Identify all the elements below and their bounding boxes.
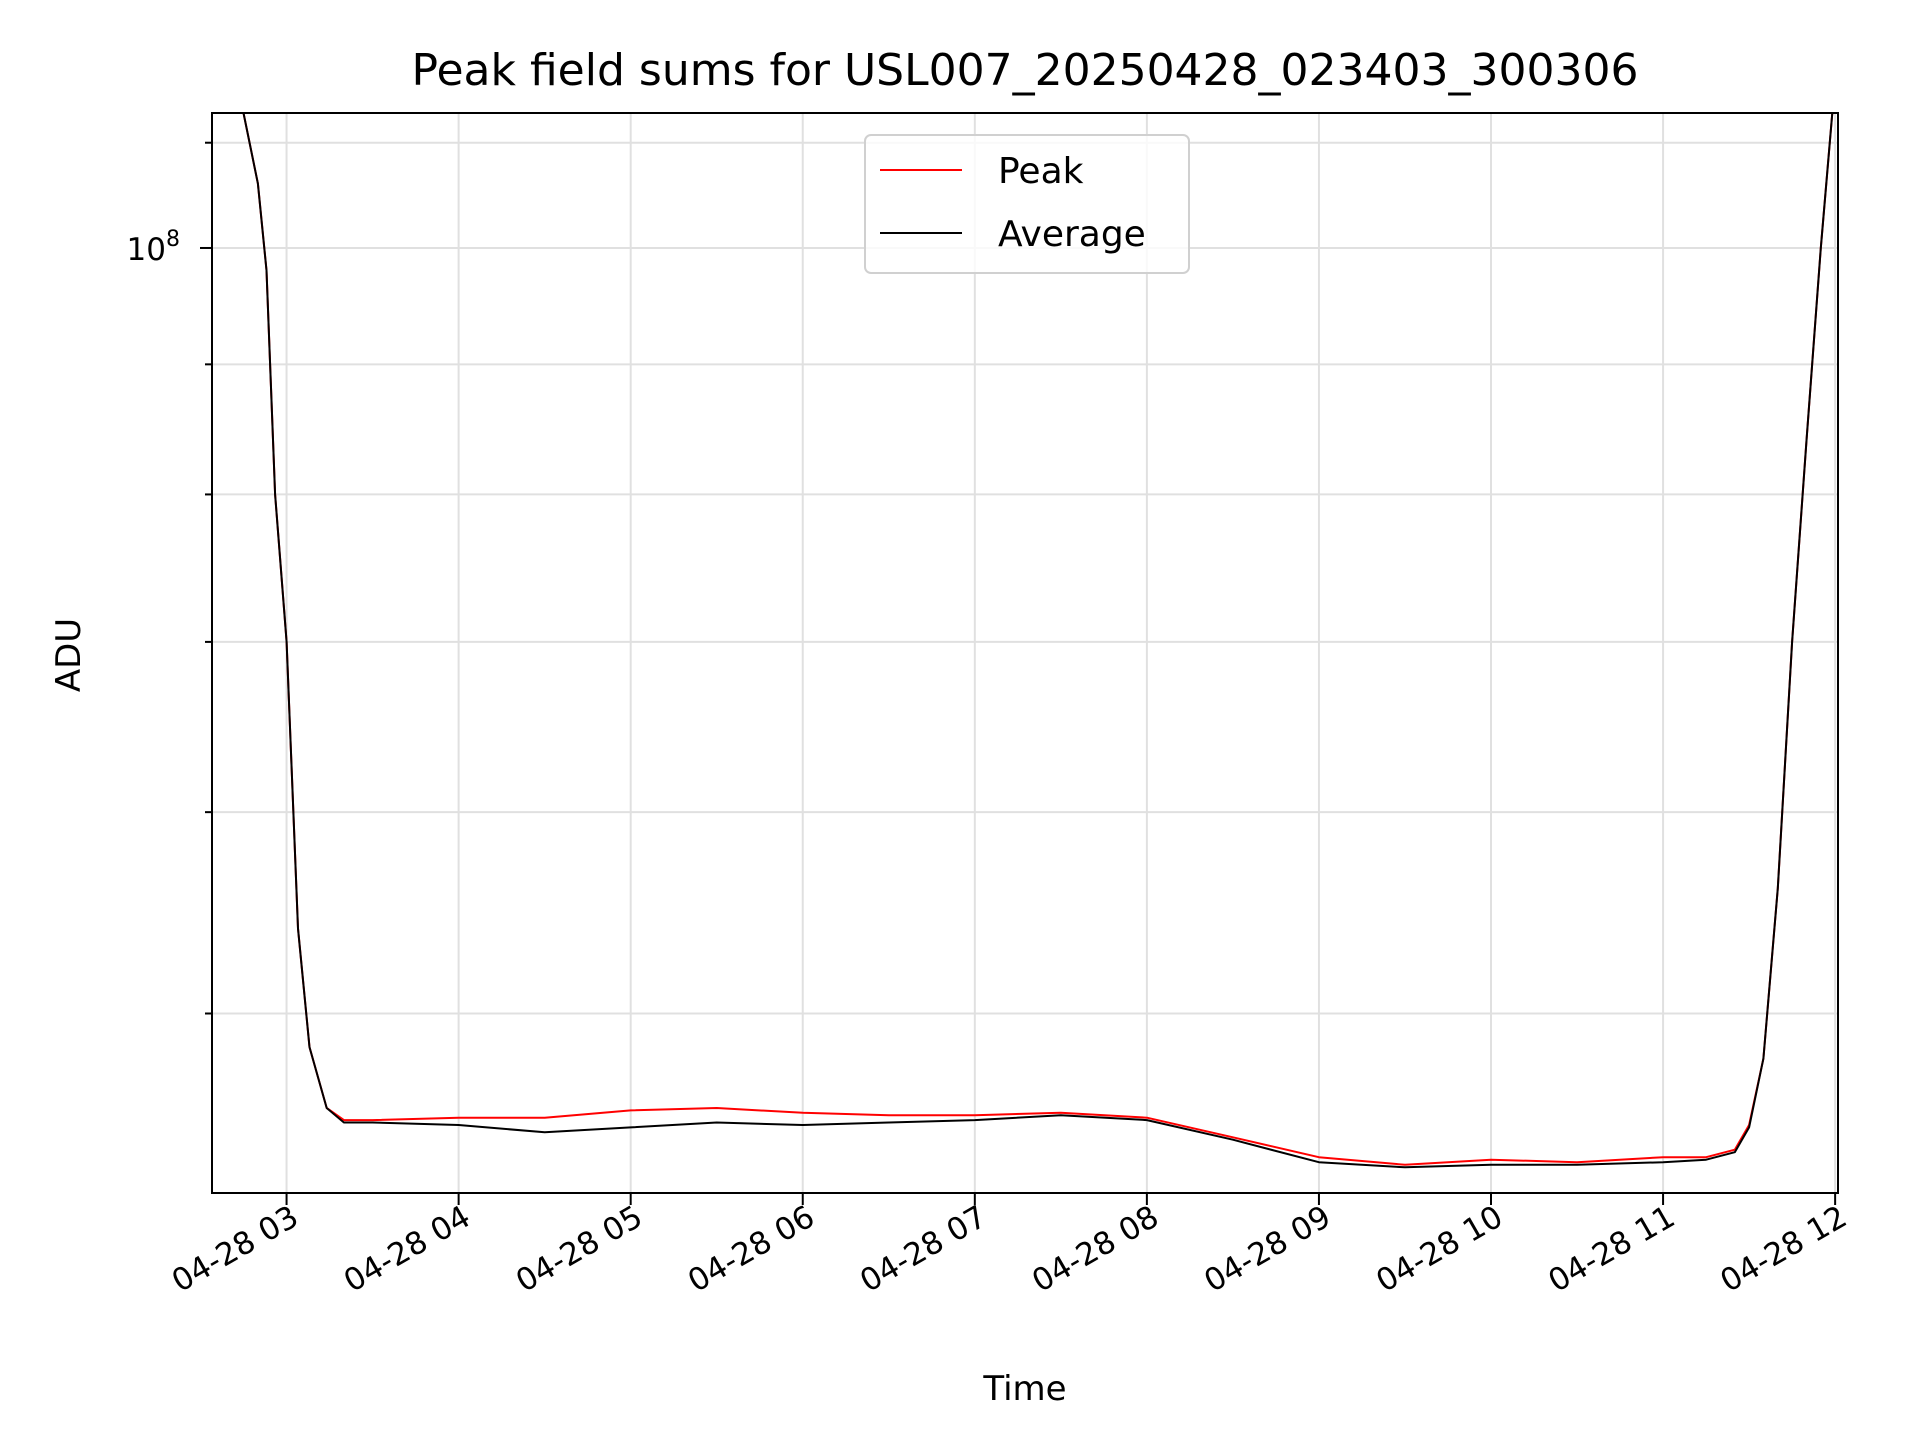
legend-peak-label: Peak (998, 151, 1084, 192)
series-layer (212, 113, 1838, 1169)
axes-frame (211, 112, 1839, 1194)
grid-layer (212, 113, 1838, 1193)
legend-average-label: Average (998, 214, 1146, 255)
y-tick-label: 108 (127, 227, 180, 268)
x-axis-label: Time (982, 1369, 1066, 1409)
y-tick-label-base: 10 (127, 232, 166, 268)
chart-title: Peak field sums for USL007_20250428_0234… (412, 45, 1639, 96)
y-axis-label: ADU (49, 618, 89, 692)
series-line-average (212, 113, 1838, 1169)
y-tick-label-exponent: 8 (166, 227, 180, 252)
legend: Peak Average (864, 134, 1190, 274)
